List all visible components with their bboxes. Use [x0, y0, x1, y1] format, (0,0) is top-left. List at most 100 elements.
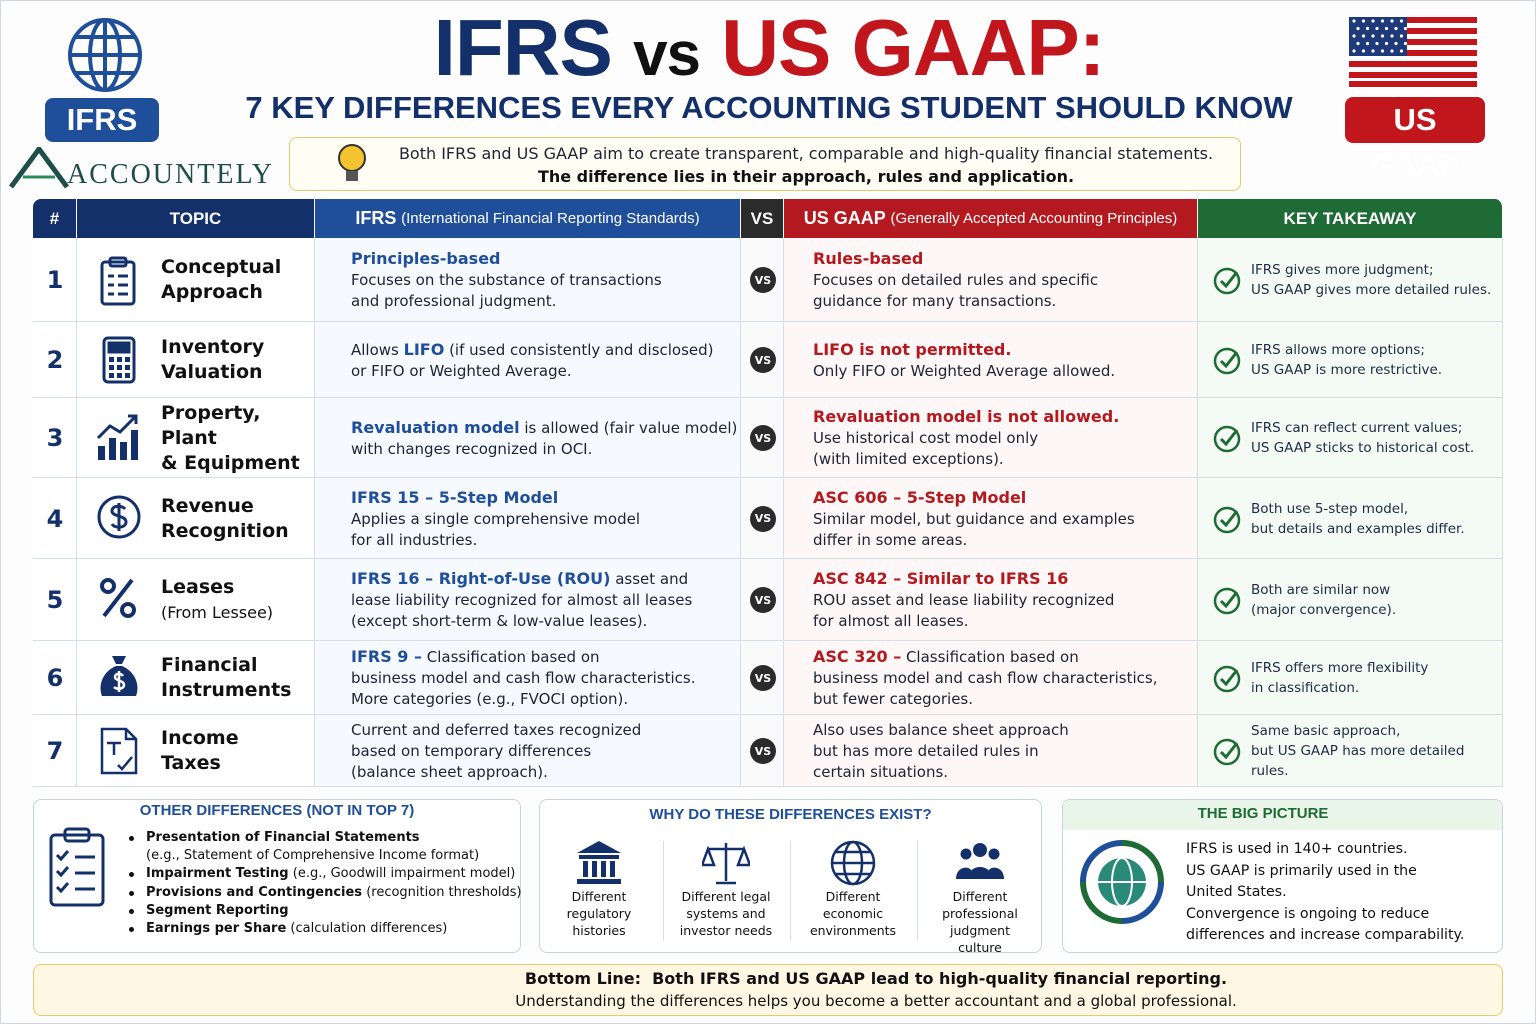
row-cell	[784, 641, 1198, 715]
why-divider	[790, 841, 791, 941]
text-line: business model and cash flow characteris…	[351, 668, 741, 689]
text-line: Applies a single comprehensive model	[351, 509, 741, 530]
text-line: (with limited exceptions).	[813, 449, 1198, 470]
flag-star	[1352, 19, 1356, 23]
highlight: Provisions and Contingencies	[146, 884, 363, 900]
row-cell	[77, 715, 315, 787]
row-cell	[1198, 238, 1503, 322]
takeaway-line: but US GAAP has more detailed rules.	[1251, 743, 1465, 779]
flag-star	[1394, 26, 1398, 31]
text-line: Revaluation model is allowed (fair value…	[351, 417, 741, 439]
topic-line: Valuation	[161, 361, 263, 383]
text: Also uses balance sheet approach	[813, 720, 1069, 739]
flag-star	[1403, 26, 1408, 31]
other-title: OTHER DIFFERENCES (NOT IN TOP 7)	[139, 802, 415, 819]
other-item: Presentation of Financial Statements (e.g…	[127, 829, 517, 865]
flag-star	[1384, 26, 1389, 31]
flag-star	[1399, 34, 1404, 38]
text-line: Similar model, but guidance and examples	[813, 509, 1198, 530]
text-line: Revaluation model is not allowed.	[813, 406, 1198, 428]
why-line: investor needs	[679, 923, 773, 938]
gaap-cell: ASC 842 – Similar to IFRS 16 ROU asset an…	[813, 559, 1198, 641]
check-icon-svg	[1213, 506, 1241, 533]
takeaway-line: IFRS offers more flexibility	[1251, 660, 1429, 676]
text: and professional judgment.	[351, 292, 557, 310]
text-line: for all industries.	[351, 530, 741, 551]
topic-cell: Property, Plant & Equipment	[161, 398, 315, 478]
text: for all industries.	[351, 530, 478, 549]
flag-star	[1375, 26, 1379, 31]
big-title: THE BIG PICTURE	[1197, 805, 1329, 822]
big-line: United States.	[1186, 884, 1287, 900]
header-text: VS	[750, 208, 774, 228]
check-icon-svg	[1213, 738, 1241, 766]
takeaway-cell: Both use 5-step model, but details and ex…	[1251, 478, 1503, 559]
checklist-icon	[47, 827, 107, 909]
text: (except short-term & low-value leases).	[351, 612, 648, 630]
title-ifrs: IFRS	[433, 3, 613, 92]
intro-text: Both IFRS and US GAAP aim to create tran…	[371, 142, 1241, 188]
column-header: TOPIC	[77, 199, 315, 238]
row-number: 3	[46, 424, 64, 452]
ifrs-cell: Revaluation model is allowed (fair value…	[351, 398, 741, 478]
text-line: Also uses balance sheet approach	[813, 720, 1198, 741]
topic-line: Taxes	[161, 752, 221, 774]
row-cell	[77, 322, 315, 398]
topic-icon-svg	[100, 256, 136, 306]
bullet	[129, 872, 134, 878]
takeaway-line: (major convergence).	[1251, 602, 1397, 618]
topic-cell: Conceptual Approach	[161, 238, 315, 322]
takeaway-cell: IFRS allows more options; US GAAP is more…	[1251, 322, 1503, 398]
check-icon	[1212, 266, 1242, 296]
why-text: Different professional judgment culture	[918, 888, 1042, 958]
takeaway-cell: Same basic approach, but US GAAP has more…	[1251, 715, 1503, 787]
row-cell	[315, 238, 741, 322]
topic-icon-svg	[100, 656, 138, 696]
column-header: IFRS (International Financial Reporting …	[315, 199, 741, 238]
text-line: Both IFRS and US GAAP aim to create tran…	[371, 142, 1241, 165]
text-line: ROU asset and lease liability recognized	[813, 590, 1198, 611]
topic-line: Inventory	[161, 336, 265, 358]
row-cell	[315, 322, 741, 398]
text: differ in some areas.	[813, 530, 968, 549]
why-line: Different	[952, 889, 1008, 904]
bottom-panel	[33, 964, 1503, 1016]
text: Classification based on	[422, 648, 600, 666]
highlight: Earnings per Share	[146, 921, 287, 937]
gaap-cell: ASC 320 – Classification based on busines…	[813, 641, 1198, 715]
why-line: professional	[942, 906, 1018, 921]
check-icon	[1212, 346, 1242, 376]
row-cell	[784, 238, 1198, 322]
title-vs: vs	[633, 20, 701, 89]
text: Applies a single comprehensive model	[351, 509, 641, 528]
highlight: Revaluation model	[351, 417, 520, 437]
bullet	[129, 927, 134, 933]
vs-badge: VS	[750, 267, 776, 293]
text-line: Use historical cost model only	[813, 428, 1198, 449]
big-title-bar	[1063, 800, 1502, 830]
topic-line: & Equipment	[161, 451, 300, 474]
text: (calculation differences)	[286, 921, 448, 937]
ifrs-badge: IFRS	[45, 98, 159, 142]
row-cell	[33, 238, 77, 322]
topic-icon	[96, 574, 142, 626]
topic-line: Recognition	[161, 519, 289, 542]
why-divider	[663, 841, 664, 941]
topic-line: Instruments	[161, 679, 292, 701]
column-header: KEY TAKEAWAY	[1198, 199, 1503, 238]
why-text: Different regulatory histories	[537, 888, 661, 958]
row-cell	[741, 559, 784, 641]
row-number: 6	[46, 664, 64, 692]
why-icon	[575, 839, 623, 887]
topic-note: (From Lessee)	[161, 603, 274, 622]
vs-badge: VS	[750, 738, 776, 764]
gaap-cell: Rules-based Focuses on detailed rules and…	[813, 238, 1198, 322]
vs-badge: VS	[750, 665, 776, 691]
text: Focuses on detailed rules and specific	[813, 271, 1099, 289]
bullet	[129, 890, 134, 896]
flag-star	[1365, 26, 1370, 31]
highlight: The difference lies in their approach, r…	[537, 167, 1075, 186]
flag-star	[1365, 41, 1370, 46]
gaap-cell: ASC 606 – 5-Step Model Similar model, but…	[813, 478, 1198, 559]
flag-star	[1403, 41, 1408, 46]
